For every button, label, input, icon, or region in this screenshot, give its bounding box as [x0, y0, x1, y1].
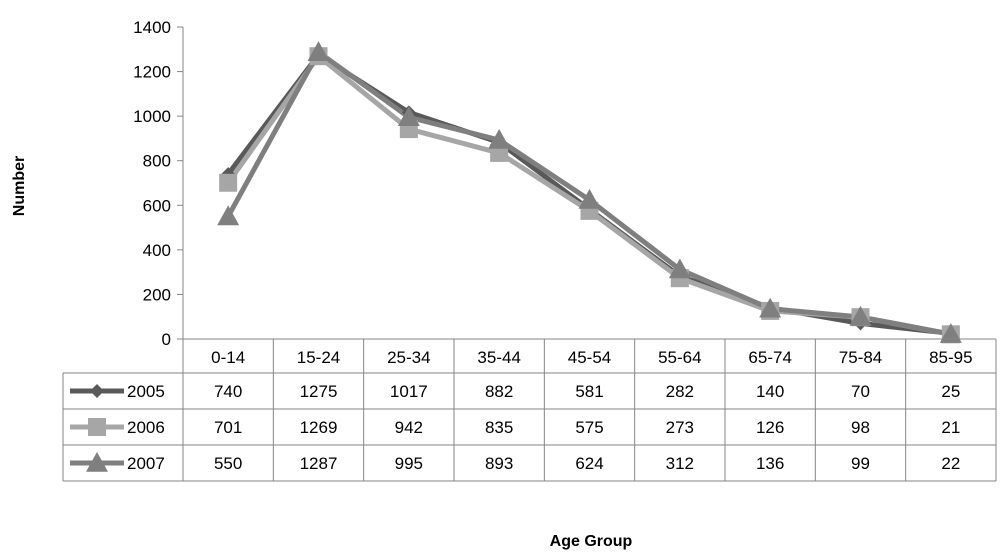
y-tick-label: 200: [143, 285, 171, 304]
table-cell-value: 140: [756, 382, 784, 401]
data-point-2007: [668, 258, 691, 279]
table-cell-value: 581: [575, 382, 603, 401]
data-table: 0-14 15-24 25-34 35-44 45-54 55-64 65-74 75-84 8…: [62, 338, 997, 482]
data-point-2007: [939, 323, 962, 343]
table-cell-value: 273: [666, 418, 694, 437]
x-tick-label: 45-54: [568, 348, 611, 367]
table-cell-value: 21: [941, 418, 960, 437]
legend-label: 2006: [127, 418, 165, 437]
series-layer: [217, 41, 962, 344]
table-cell-value: 942: [395, 418, 423, 437]
data-point-2007: [488, 128, 511, 149]
table-cell-value: 995: [395, 454, 423, 473]
table-cell-value: 98: [851, 418, 870, 437]
table-cell-value: 740: [214, 382, 242, 401]
table-cell-value: 550: [214, 454, 242, 473]
y-axis-label: Number: [11, 156, 28, 216]
data-point-2007: [759, 297, 782, 318]
table-cell-value: 126: [756, 418, 784, 437]
y-tick-label: 1400: [133, 18, 171, 37]
legend-label: 2005: [127, 382, 165, 401]
y-tick-label: 600: [143, 196, 171, 215]
table-cell-value: 835: [485, 418, 513, 437]
x-tick-label: 0-14: [211, 348, 245, 367]
y-tick-label: 1200: [133, 63, 171, 82]
y-tick-label: 800: [143, 152, 171, 171]
axis-layer: 0 200 400 600 800 1000 1200 1400: [133, 18, 184, 349]
x-tick-label: 65-74: [748, 348, 791, 367]
data-point-2007: [849, 305, 872, 326]
x-tick-label: 55-64: [658, 348, 701, 367]
table-cell-value: 99: [851, 454, 870, 473]
legend-marker-2007: [86, 452, 108, 472]
table-cell-value: 882: [485, 382, 513, 401]
table-cell-value: 701: [214, 418, 242, 437]
table-cell-value: 893: [485, 454, 513, 473]
x-tick-label: 15-24: [297, 348, 340, 367]
table-cell-value: 1269: [300, 418, 338, 437]
table-cell-value: 22: [941, 454, 960, 473]
y-tick-label: 0: [162, 330, 171, 349]
table-cell-value: 1017: [390, 382, 428, 401]
table-cell-value: 25: [941, 382, 960, 401]
table-cell-value: 624: [575, 454, 603, 473]
x-tick-label: 85-95: [929, 348, 972, 367]
table-cell-value: 1275: [300, 382, 338, 401]
data-point-2007: [397, 106, 420, 127]
table-cell-value: 282: [666, 382, 694, 401]
legend-marker-2006: [88, 418, 106, 436]
table-cell-value: 70: [851, 382, 870, 401]
data-point-2006: [219, 173, 238, 192]
table-cell-value: 1287: [300, 454, 338, 473]
data-point-2007: [217, 205, 240, 226]
y-tick-label: 400: [143, 241, 171, 260]
x-tick-label: 25-34: [387, 348, 430, 367]
table-cell-value: 575: [575, 418, 603, 437]
x-tick-label: 75-84: [839, 348, 882, 367]
y-tick-label: 1000: [133, 107, 171, 126]
legend-marker-2005: [90, 384, 104, 398]
legend-label: 2007: [127, 454, 165, 473]
x-tick-label: 35-44: [477, 348, 520, 367]
table-cell-value: 136: [756, 454, 784, 473]
x-axis-label: Age Group: [550, 533, 633, 550]
data-point-2007: [307, 41, 330, 61]
data-point-2007: [578, 188, 601, 209]
table-cell-value: 312: [666, 454, 694, 473]
